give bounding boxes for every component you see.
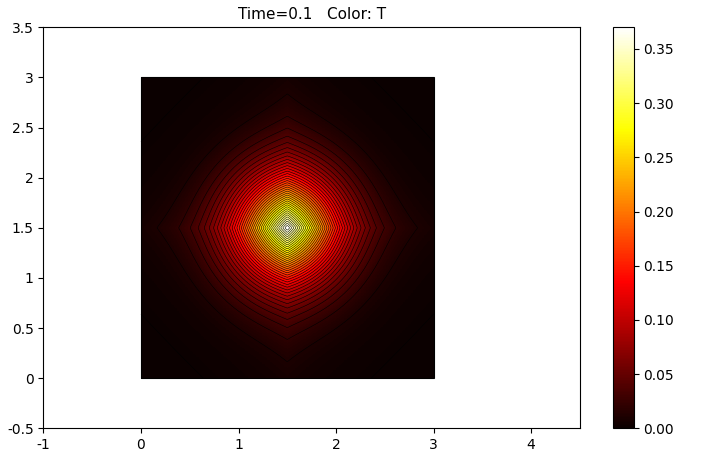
Bar	[141, 78, 433, 378]
Bar	[141, 78, 433, 378]
Title: Time=0.1   Color: T: Time=0.1 Color: T	[238, 7, 386, 22]
